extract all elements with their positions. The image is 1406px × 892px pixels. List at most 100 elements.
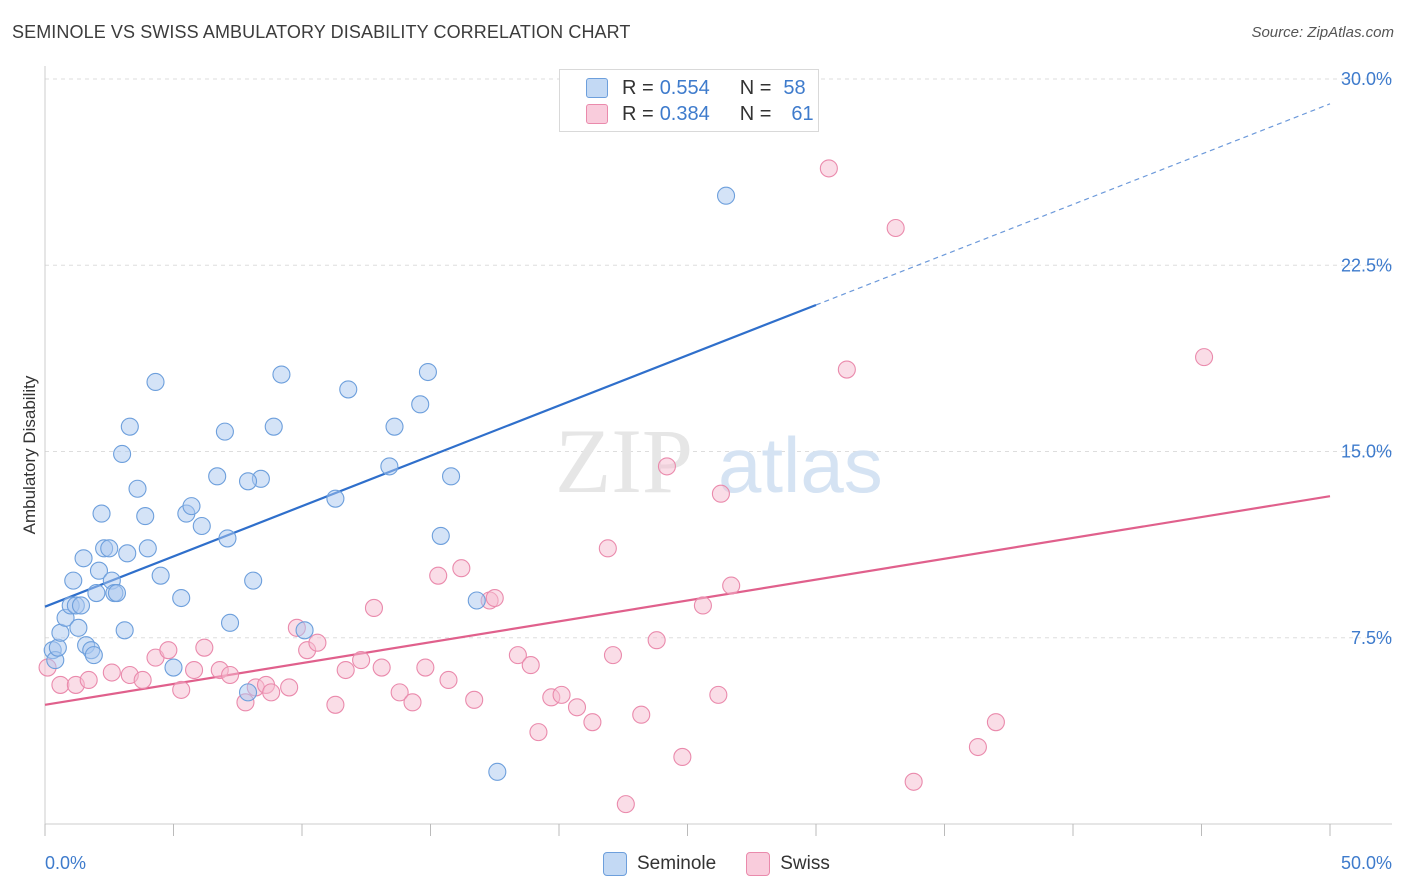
seminole-point (71, 596, 91, 615)
seminole-point (138, 539, 157, 558)
swiss-trend-line (44, 495, 1331, 706)
axes (44, 66, 1392, 836)
swiss-point (439, 670, 458, 690)
seminole-point (208, 467, 227, 486)
seminole-point (115, 621, 134, 640)
swiss-point (133, 670, 152, 690)
swiss-point (616, 795, 635, 814)
legend-row-seminole: R = 0.554 N = 58 (586, 76, 806, 100)
seminole-point (118, 544, 137, 563)
seminole-point (151, 566, 170, 585)
seminole-point (385, 417, 404, 436)
seminole-point (87, 583, 106, 603)
swiss-point (521, 656, 540, 675)
series-legend: Seminole Swiss (603, 852, 860, 876)
seminole-point (172, 588, 191, 608)
swiss-point (986, 713, 1005, 732)
swiss-point (390, 683, 409, 702)
legend-n-value: 61 (791, 102, 814, 125)
seminole-trend-extension (815, 103, 1331, 306)
swiss-point (647, 631, 666, 650)
legend-swatch-swiss (746, 852, 771, 876)
swiss-point (529, 723, 548, 742)
seminole-point (215, 422, 234, 441)
seminole-point (411, 395, 430, 414)
legend-swatch-seminole (586, 78, 608, 98)
chart-title: SEMINOLE VS SWISS AMBULATORY DISABILITY … (12, 22, 631, 42)
seminole-point (48, 638, 67, 657)
x-tick-label: 50.0% (1341, 853, 1392, 873)
x-tick-label: 0.0% (45, 853, 86, 873)
legend-r-value: 0.384 (659, 102, 710, 125)
swiss-point (508, 646, 527, 665)
swiss-point (837, 360, 856, 379)
swiss-point (583, 713, 602, 732)
seminole-point (264, 417, 283, 436)
swiss-point (220, 665, 240, 685)
y-tick-label: 7.5% (1351, 628, 1392, 648)
data-points (38, 159, 1214, 814)
swiss-point (280, 678, 299, 697)
swiss-point (693, 596, 712, 615)
swiss-point (968, 737, 987, 757)
swiss-point (722, 576, 741, 595)
swiss-point (904, 772, 923, 791)
seminole-point (120, 417, 139, 436)
swiss-point (598, 539, 617, 558)
swiss-point (465, 690, 484, 709)
swiss-point (364, 598, 384, 618)
legend-swatch-swiss (586, 104, 608, 124)
seminole-point (272, 365, 291, 384)
seminole-point (100, 539, 119, 558)
legend-row-swiss: R = 0.384 N = 61 (586, 102, 814, 126)
swiss-point (172, 680, 191, 699)
seminole-point (128, 479, 147, 498)
legend-item-seminole: Seminole (603, 852, 716, 876)
swiss-point (709, 685, 728, 704)
swiss-point (159, 641, 178, 660)
grid-lines (45, 78, 1392, 639)
seminole-point (238, 472, 258, 491)
seminole-point (164, 658, 183, 677)
swiss-point (1195, 348, 1214, 367)
seminole-point (326, 489, 345, 508)
seminole-point (69, 618, 88, 637)
seminole-point (467, 591, 486, 610)
seminole-point (146, 372, 165, 392)
legend-label-swiss: Swiss (780, 853, 830, 874)
seminole-point (182, 497, 201, 516)
swiss-point (552, 685, 571, 704)
swiss-point (673, 747, 692, 767)
swiss-point (195, 638, 214, 657)
swiss-point (372, 658, 391, 677)
seminole-point (244, 571, 263, 590)
legend-item-swiss: Swiss (746, 852, 830, 876)
swiss-point (185, 660, 204, 680)
legend-label-seminole: Seminole (637, 853, 717, 874)
legend-r-label: R = (622, 102, 654, 125)
swiss-point (485, 588, 504, 608)
y-tick-label: 30.0% (1341, 69, 1392, 89)
swiss-point (102, 663, 121, 682)
seminole-point (488, 762, 507, 781)
seminole-point (238, 683, 258, 702)
seminole-point (64, 571, 83, 590)
swiss-point (79, 670, 98, 690)
swiss-point (886, 218, 905, 238)
seminole-point (339, 380, 358, 399)
swiss-point (336, 660, 355, 680)
trend-lines (44, 103, 1331, 706)
y-axis-label: Ambulatory Disability (20, 375, 39, 534)
swiss-point (51, 675, 70, 694)
watermark-atlas: atlas (718, 421, 883, 509)
seminole-trend-line (44, 303, 817, 608)
swiss-point (711, 484, 730, 503)
swiss-point (657, 457, 676, 476)
swiss-point (567, 698, 587, 717)
correlation-legend: R = 0.554 N = 58 R = 0.384 N = 61 (559, 69, 819, 132)
seminole-point (295, 621, 314, 640)
legend-n-label: N = (739, 102, 772, 125)
seminole-point (442, 467, 461, 486)
seminole-point (192, 516, 211, 536)
